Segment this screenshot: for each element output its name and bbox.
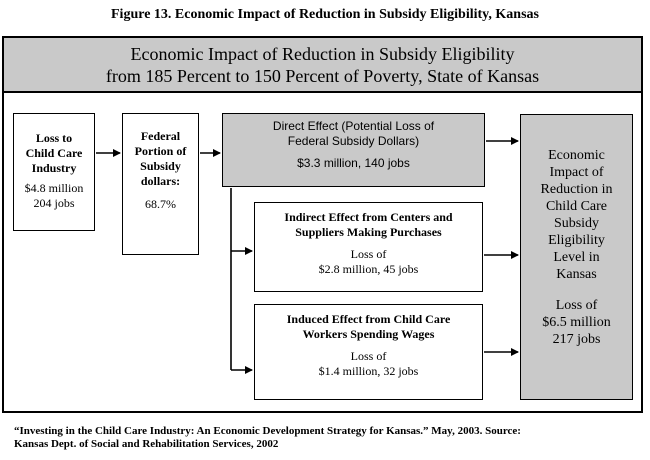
- footnote-line-2: Kansas Dept. of Social and Rehabilitatio…: [14, 438, 279, 450]
- indirect-effect-box: Indirect Effect from Centers and Supplie…: [254, 202, 483, 292]
- induced-box-title: Induced Effect from Child Care Workers S…: [286, 312, 451, 341]
- total-box-jobs: 217 jobs: [552, 332, 601, 347]
- total-box-value: $6.5 million: [542, 315, 611, 330]
- direct-box-value: $3.3 million, 140 jobs: [297, 156, 410, 170]
- induced-effect-box: Induced Effect from Child Care Workers S…: [254, 304, 483, 400]
- induced-box-value: $1.4 million, 32 jobs: [318, 364, 419, 378]
- federal-box-title: Federal Portion of Subsidy dollars:: [134, 129, 187, 188]
- footnote-line-1: “Investing in the Child Care Industry: A…: [14, 425, 521, 437]
- diagram-frame: [2, 36, 643, 413]
- diagram-header: Economic Impact of Reduction in Subsidy …: [4, 38, 641, 93]
- loss-box-value: $4.8 million: [24, 181, 84, 195]
- indirect-box-value: $2.8 million, 45 jobs: [318, 262, 419, 276]
- federal-portion-box: Federal Portion of Subsidy dollars: 68.7…: [122, 113, 199, 255]
- source-footnote: “Investing in the Child Care Industry: A…: [14, 425, 644, 451]
- direct-effect-box: Direct Effect (Potential Loss of Federal…: [222, 113, 485, 187]
- federal-box-value: 68.7%: [145, 197, 176, 211]
- loss-box-jobs: 204 jobs: [33, 196, 75, 210]
- indirect-box-prefix: Loss of: [350, 247, 387, 261]
- header-line-1: Economic Impact of Reduction in Subsidy …: [130, 43, 515, 64]
- direct-box-title: Direct Effect (Potential Loss of Federal…: [272, 119, 435, 148]
- induced-box-prefix: Loss of: [350, 349, 387, 363]
- total-box-prefix: Loss of: [555, 298, 598, 313]
- figure-title: Figure 13. Economic Impact of Reduction …: [111, 7, 539, 22]
- total-box-title: Economic Impact of Reduction in Child Ca…: [540, 148, 613, 282]
- total-impact-box: Economic Impact of Reduction in Child Ca…: [520, 114, 633, 400]
- loss-to-industry-box: Loss to Child Care Industry $4.8 million…: [13, 113, 95, 231]
- indirect-box-title: Indirect Effect from Centers and Supplie…: [284, 210, 453, 239]
- header-line-2: from 185 Percent to 150 Percent of Pover…: [105, 65, 540, 86]
- loss-box-title: Loss to Child Care Industry: [25, 131, 83, 175]
